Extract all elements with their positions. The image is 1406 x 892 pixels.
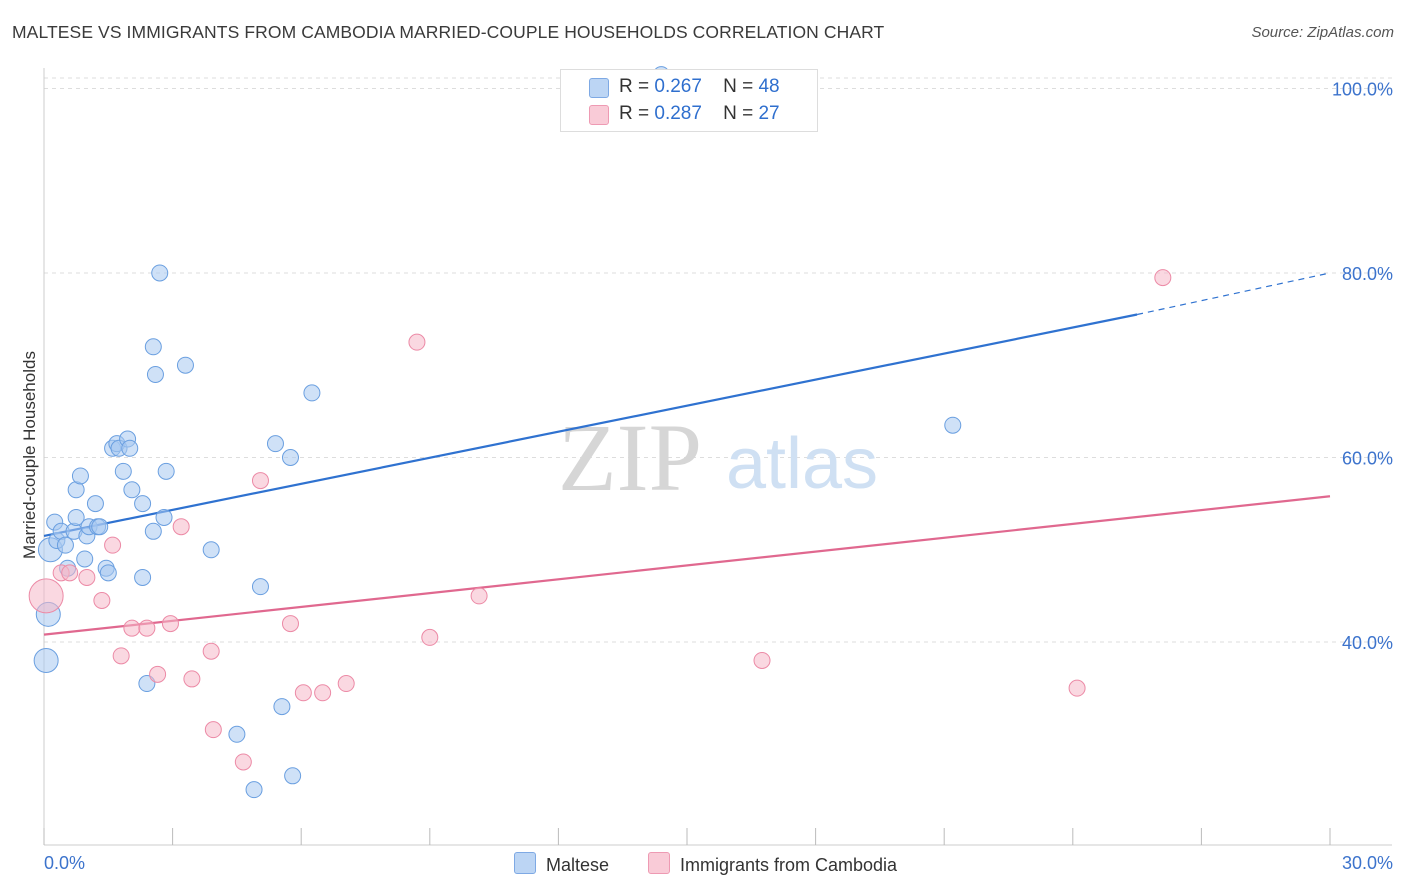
tick-label-layer: 40.0% 60.0% 80.0% 100.0% 0.0% 30.0%: [44, 79, 1393, 873]
legend-n-value: 27: [758, 103, 780, 124]
chart-title: MALTESE VS IMMIGRANTS FROM CAMBODIA MARR…: [12, 22, 885, 42]
correlation-legend: R = 0.267 N = 48 R = 0.287 N = 27: [560, 69, 818, 132]
maltese-point: [151, 264, 169, 282]
grid-layer: [44, 77, 1392, 643]
cambodia-point: [1154, 269, 1172, 287]
cambodia-swatch: [589, 105, 609, 125]
cambodia-point: [314, 684, 332, 702]
maltese-point: [144, 522, 162, 540]
x-tick-label: 0.0%: [44, 853, 85, 873]
cambodia-point: [281, 615, 299, 633]
cambodia-point: [408, 333, 426, 351]
maltese-swatch: [589, 78, 609, 98]
cambodia-point: [421, 628, 439, 646]
cambodia-point: [1068, 679, 1086, 697]
cambodia-point: [202, 642, 220, 660]
cambodia-point: [112, 647, 130, 665]
cambodia-point: [138, 619, 156, 637]
legend-r-label: R =: [619, 76, 650, 97]
bottom-legend-label: Maltese: [546, 855, 610, 875]
cambodia-point: [251, 472, 269, 490]
bottom-legend-label: Immigrants from Cambodia: [680, 855, 898, 875]
points-layer: [28, 66, 1172, 799]
x-tick-label: 30.0%: [1342, 853, 1393, 873]
maltese-point: [67, 508, 85, 526]
maltese-point: [157, 462, 175, 480]
maltese-point: [71, 467, 89, 485]
maltese-point: [99, 564, 117, 582]
watermark: ZIP atlas: [558, 404, 878, 511]
maltese-point: [121, 439, 139, 457]
legend-n-label: N =: [723, 76, 754, 97]
y-tick-label: 100.0%: [1332, 79, 1393, 99]
source-label: Source: ZipAtlas.com: [1251, 24, 1394, 41]
cambodia-point: [470, 587, 488, 605]
maltese-point: [251, 578, 269, 596]
maltese-trend-line: [43, 313, 1138, 538]
maltese-point: [228, 725, 246, 743]
cambodia-point: [753, 651, 771, 669]
y-tick-label: 60.0%: [1342, 449, 1393, 469]
maltese-point: [284, 767, 302, 785]
cambodia-point: [337, 675, 355, 693]
bottom-legend-maltese: Maltese: [514, 852, 609, 876]
cambodia-point: [234, 753, 252, 771]
y-tick-label: 80.0%: [1342, 264, 1393, 284]
legend-r-value: 0.287: [654, 103, 702, 124]
legend-n-label: N =: [723, 103, 754, 124]
cambodia-point: [28, 578, 64, 614]
maltese-point: [155, 508, 173, 526]
maltese-point: [86, 495, 104, 513]
cambodia-point: [123, 619, 141, 637]
cambodia-point: [294, 684, 312, 702]
maltese-point: [144, 338, 162, 356]
maltese-point: [281, 449, 299, 466]
cambodia-point: [78, 568, 96, 586]
maltese-point: [56, 536, 74, 554]
maltese-legend-swatch: [514, 852, 536, 874]
trend-layer: [43, 272, 1331, 636]
cambodia-point: [204, 721, 222, 739]
cambodia-point: [183, 670, 201, 688]
maltese-point: [266, 435, 284, 453]
cambodia-point: [149, 665, 167, 683]
cambodia-point: [172, 518, 190, 536]
cambodia-point: [104, 536, 122, 554]
maltese-point: [146, 365, 164, 383]
maltese-point: [245, 781, 263, 799]
bottom-legend-cambodia: Immigrants from Cambodia: [648, 852, 897, 876]
maltese-point: [273, 698, 291, 716]
maltese-point: [76, 550, 94, 568]
cambodia-point: [93, 592, 111, 610]
maltese-point: [138, 675, 156, 693]
legend-n-value: 48: [758, 76, 780, 97]
maltese-point: [176, 356, 194, 374]
cambodia-trend-line: [43, 495, 1331, 636]
maltese-point: [114, 462, 132, 480]
maltese-point: [303, 384, 321, 402]
cambodia-point: [61, 564, 79, 582]
legend-r-value: 0.267: [654, 76, 702, 97]
maltese-point: [33, 647, 59, 673]
cambodia-legend-swatch: [648, 852, 670, 874]
maltese-point: [134, 568, 152, 586]
watermark-zip: ZIP: [558, 404, 702, 511]
maltese-point: [202, 541, 220, 559]
maltese-point: [123, 481, 141, 499]
maltese-point: [91, 518, 109, 536]
maltese-point: [134, 495, 152, 513]
maltese-point: [944, 416, 962, 434]
watermark-atlas: atlas: [726, 424, 878, 504]
cambodia-point: [161, 615, 179, 633]
axes-layer: [43, 68, 1392, 846]
y-tick-label: 40.0%: [1342, 633, 1393, 653]
legend-r-label: R =: [619, 103, 650, 124]
